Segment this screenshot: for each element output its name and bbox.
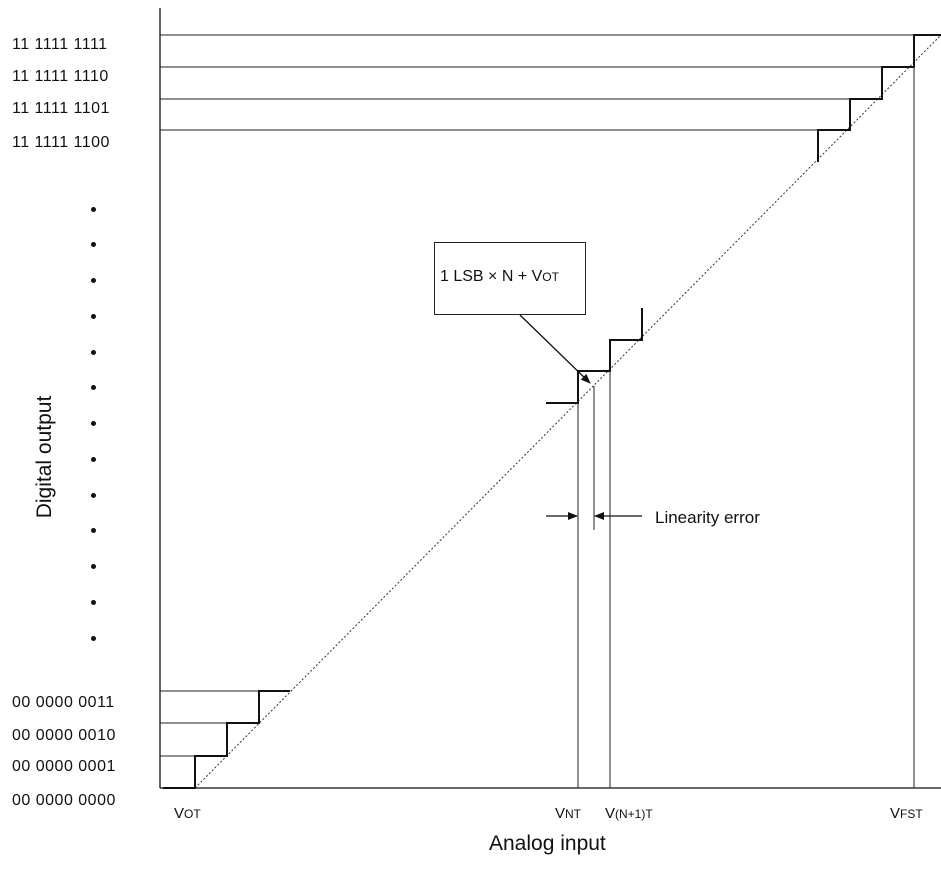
upper-staircase <box>817 34 941 162</box>
ellipsis-dot <box>91 385 96 390</box>
linearity-error-label: Linearity error <box>655 508 760 527</box>
x-axis-title: Analog input <box>489 832 606 855</box>
lower-code-lines <box>160 690 290 757</box>
y-code-label: 00 0000 0001 <box>12 758 116 775</box>
ellipsis-dot <box>91 528 96 533</box>
x-label-vnt: VNT <box>555 805 582 822</box>
ideal-transfer-line <box>194 34 941 789</box>
ellipsis-dot <box>91 278 96 283</box>
annotation-box <box>434 242 586 315</box>
y-code-label: 00 0000 0010 <box>12 727 116 744</box>
y-axis-title: Digital output <box>33 395 56 519</box>
ellipsis-dot <box>91 207 96 212</box>
ellipsis-dot <box>91 242 96 247</box>
y-code-label: 00 0000 0000 <box>12 792 116 809</box>
y-code-label: 11 1111 1110 <box>12 68 109 85</box>
vertical-reference-lines <box>577 67 915 788</box>
y-code-label: 11 1111 1100 <box>12 134 110 151</box>
y-code-label: 11 1111 1101 <box>12 100 110 117</box>
annotation-box-label: 1 LSB × N + VOT <box>440 268 559 285</box>
ellipsis-dot <box>91 350 96 355</box>
callout-leader-arrow <box>519 314 591 384</box>
ellipsis-dot <box>91 314 96 319</box>
x-label-vn1t: V(N+1)T <box>605 805 653 822</box>
upper-code-lines <box>160 34 941 131</box>
x-label-vot: VOT <box>174 805 201 822</box>
lower-staircase <box>163 690 290 789</box>
ellipsis-dot <box>91 457 96 462</box>
y-code-label: 11 1111 1111 <box>12 36 108 53</box>
ellipsis-dot <box>91 636 96 641</box>
ellipsis-dot <box>91 600 96 605</box>
ellipsis-dot <box>91 493 96 498</box>
ellipsis-dot <box>91 421 96 426</box>
ellipsis-dot <box>91 564 96 569</box>
x-label-vfst: VFST <box>890 805 923 822</box>
y-code-label: 00 0000 0011 <box>12 694 115 711</box>
